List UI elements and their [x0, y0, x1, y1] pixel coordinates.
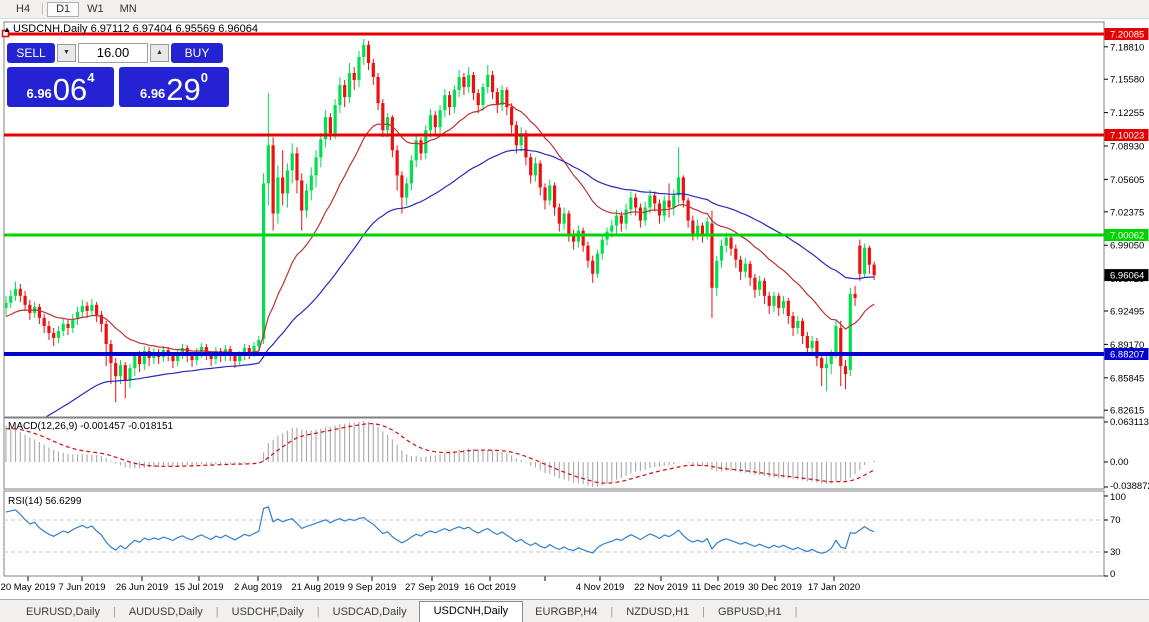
price-axis: 7.18810 7.15580 7.12255 7.08930 7.05605 7.023… — [1104, 28, 1149, 580]
symbol-tab-bar: EURUSD,Daily | AUDUSD,Daily | USDCHF,Daily | U… — [0, 599, 1149, 622]
date-axis: 20 May 2019 7 Jun 2019 26 Jun 2019 15 Jul 2… — [1, 576, 860, 593]
ma-slow-line — [45, 148, 875, 417]
svg-text:0: 0 — [1110, 569, 1115, 580]
buy-price-prefix: 6.96 — [139, 86, 166, 101]
svg-text:11 Dec 2019: 11 Dec 2019 — [691, 582, 744, 593]
chart-marker-icon: ▲ — [3, 25, 11, 34]
sell-price-prefix: 6.96 — [26, 86, 52, 101]
tab-separator: | — [316, 606, 320, 618]
buy-price-pip-digit: 0 — [200, 70, 209, 85]
timeframe-button-d1[interactable]: D1 — [47, 1, 80, 17]
sell-price-pip-digit: 4 — [87, 70, 95, 85]
svg-text:100: 100 — [1110, 492, 1126, 503]
tab-usdchf-daily[interactable]: USDCHF,Daily — [231, 606, 304, 618]
svg-text:7.18810: 7.18810 — [1110, 42, 1144, 53]
svg-text:-0.038872: -0.038872 — [1110, 481, 1149, 492]
candlesticks — [5, 38, 876, 403]
volume-decrease-button[interactable]: ▼ — [57, 44, 76, 62]
volume-increase-button[interactable]: ▲ — [150, 44, 169, 62]
chart-title-ohlc: USDCNH,Daily 6.97112 6.97404 6.95569 6.9… — [13, 23, 259, 35]
svg-text:30: 30 — [1110, 547, 1121, 558]
svg-text:6.96064: 6.96064 — [1110, 271, 1144, 282]
svg-text:9 Sep 2019: 9 Sep 2019 — [348, 582, 397, 593]
tab-usdcad-daily[interactable]: USDCAD,Daily — [332, 606, 407, 618]
svg-text:0.063113: 0.063113 — [1110, 417, 1149, 428]
macd-histogram — [5, 421, 875, 487]
svg-text:7 Jun 2019: 7 Jun 2019 — [58, 582, 105, 593]
svg-text:7.00062: 7.00062 — [1110, 231, 1144, 242]
sell-price-big-digits: 06 — [52, 72, 88, 107]
timeframe-button-h4[interactable]: H4 — [16, 2, 31, 15]
tab-usdcnh-daily[interactable]: USDCNH,Daily — [418, 601, 524, 622]
sell-price-panel[interactable]: 6.96 06 4 — [7, 67, 114, 107]
tab-separator: | — [794, 606, 798, 618]
buy-price-big-digits: 29 — [166, 72, 201, 107]
price-label-7.00062 — [1104, 229, 1149, 241]
svg-text:6.89170: 6.89170 — [1110, 340, 1144, 351]
svg-text:7.02375: 7.02375 — [1110, 207, 1144, 218]
rsi-pane-border — [3, 490, 1105, 577]
ma-fast-line — [5, 102, 875, 354]
svg-text:22 Nov 2019: 22 Nov 2019 — [634, 582, 688, 593]
buy-button[interactable]: BUY — [171, 43, 223, 63]
main-pane-border — [3, 21, 1105, 418]
tab-separator: | — [610, 606, 614, 618]
svg-text:20 May 2019: 20 May 2019 — [1, 582, 56, 593]
svg-text:7.10023: 7.10023 — [1110, 131, 1144, 142]
svg-text:7.05605: 7.05605 — [1110, 175, 1144, 186]
svg-text:6.82615: 6.82615 — [1110, 406, 1144, 417]
macd-pane-border — [3, 417, 1105, 490]
svg-text:6.88207: 6.88207 — [1110, 350, 1144, 361]
buy-price-panel[interactable]: 6.96 29 0 — [119, 67, 229, 107]
svg-text:4 Nov 2019: 4 Nov 2019 — [576, 582, 625, 593]
volume-input[interactable]: 16.00 — [78, 43, 148, 63]
tab-eurusd-daily[interactable]: EURUSD,Daily — [26, 606, 100, 618]
svg-text:15 Jul 2019: 15 Jul 2019 — [174, 582, 223, 593]
svg-text:2 Aug 2019: 2 Aug 2019 — [234, 582, 282, 593]
svg-text:26 Jun 2019: 26 Jun 2019 — [116, 582, 168, 593]
tab-gbpusd-h1[interactable]: GBPUSD,H1 — [718, 606, 782, 618]
macd-indicator-label: MACD(12,26,9) -0.001457 -0.018151 — [8, 421, 174, 432]
svg-text:7.08930: 7.08930 — [1110, 142, 1144, 153]
svg-text:70: 70 — [1110, 515, 1121, 526]
sell-button[interactable]: SELL — [7, 43, 55, 63]
svg-text:7.12255: 7.12255 — [1110, 108, 1144, 119]
svg-text:6.92495: 6.92495 — [1110, 307, 1144, 318]
svg-text:7.15580: 7.15580 — [1110, 75, 1144, 86]
svg-text:21 Aug 2019: 21 Aug 2019 — [291, 582, 344, 593]
rsi-line — [5, 506, 875, 554]
rsi-indicator-label: RSI(14) 56.6299 — [8, 496, 82, 507]
timeframe-button-mn[interactable]: MN — [119, 2, 137, 15]
macd-signal-line — [5, 423, 875, 484]
svg-text:30 Dec 2019: 30 Dec 2019 — [748, 582, 802, 593]
tab-separator: | — [215, 606, 219, 618]
svg-text:6.85845: 6.85845 — [1110, 373, 1144, 384]
tab-separator: | — [702, 606, 705, 618]
svg-text:7.20085: 7.20085 — [1110, 30, 1144, 41]
tab-nzdusd-h1[interactable]: NZDUSD,H1 — [626, 606, 690, 618]
timeframe-button-w1[interactable]: W1 — [87, 2, 104, 15]
price-label-6.96064 — [1104, 269, 1149, 282]
svg-text:6.99050: 6.99050 — [1110, 241, 1144, 252]
tab-eurgbp-h4[interactable]: EURGBP,H4 — [535, 606, 598, 618]
price-label-7.20085 — [1104, 28, 1149, 40]
price-chart-svg: 7.18810 7.15580 7.12255 7.08930 7.05605 7.023… — [1, 21, 1149, 593]
chart-window: 7.18810 7.15580 7.12255 7.08930 7.05605 7.023… — [0, 19, 1149, 598]
price-label-6.88207 — [1104, 348, 1149, 360]
svg-text:17 Jan 2020: 17 Jan 2020 — [808, 582, 860, 593]
svg-text:27 Sep 2019: 27 Sep 2019 — [405, 582, 459, 593]
timeframe-toolbar: H4 D1 W1 MN — [0, 0, 1149, 19]
line-handle[interactable] — [1, 29, 10, 38]
tab-separator: | — [112, 606, 116, 618]
svg-text:0.00: 0.00 — [1110, 457, 1129, 468]
svg-text:16 Oct 2019: 16 Oct 2019 — [464, 582, 516, 593]
price-label-7.10023 — [1104, 129, 1149, 141]
one-click-trading-panel: SELL ▼ 16.00 ▲ BUY 6.96 06 4 6.96 29 0 — [7, 43, 231, 107]
toolbar-separator — [42, 3, 44, 15]
tab-audusd-daily[interactable]: AUDUSD,Daily — [128, 606, 203, 618]
